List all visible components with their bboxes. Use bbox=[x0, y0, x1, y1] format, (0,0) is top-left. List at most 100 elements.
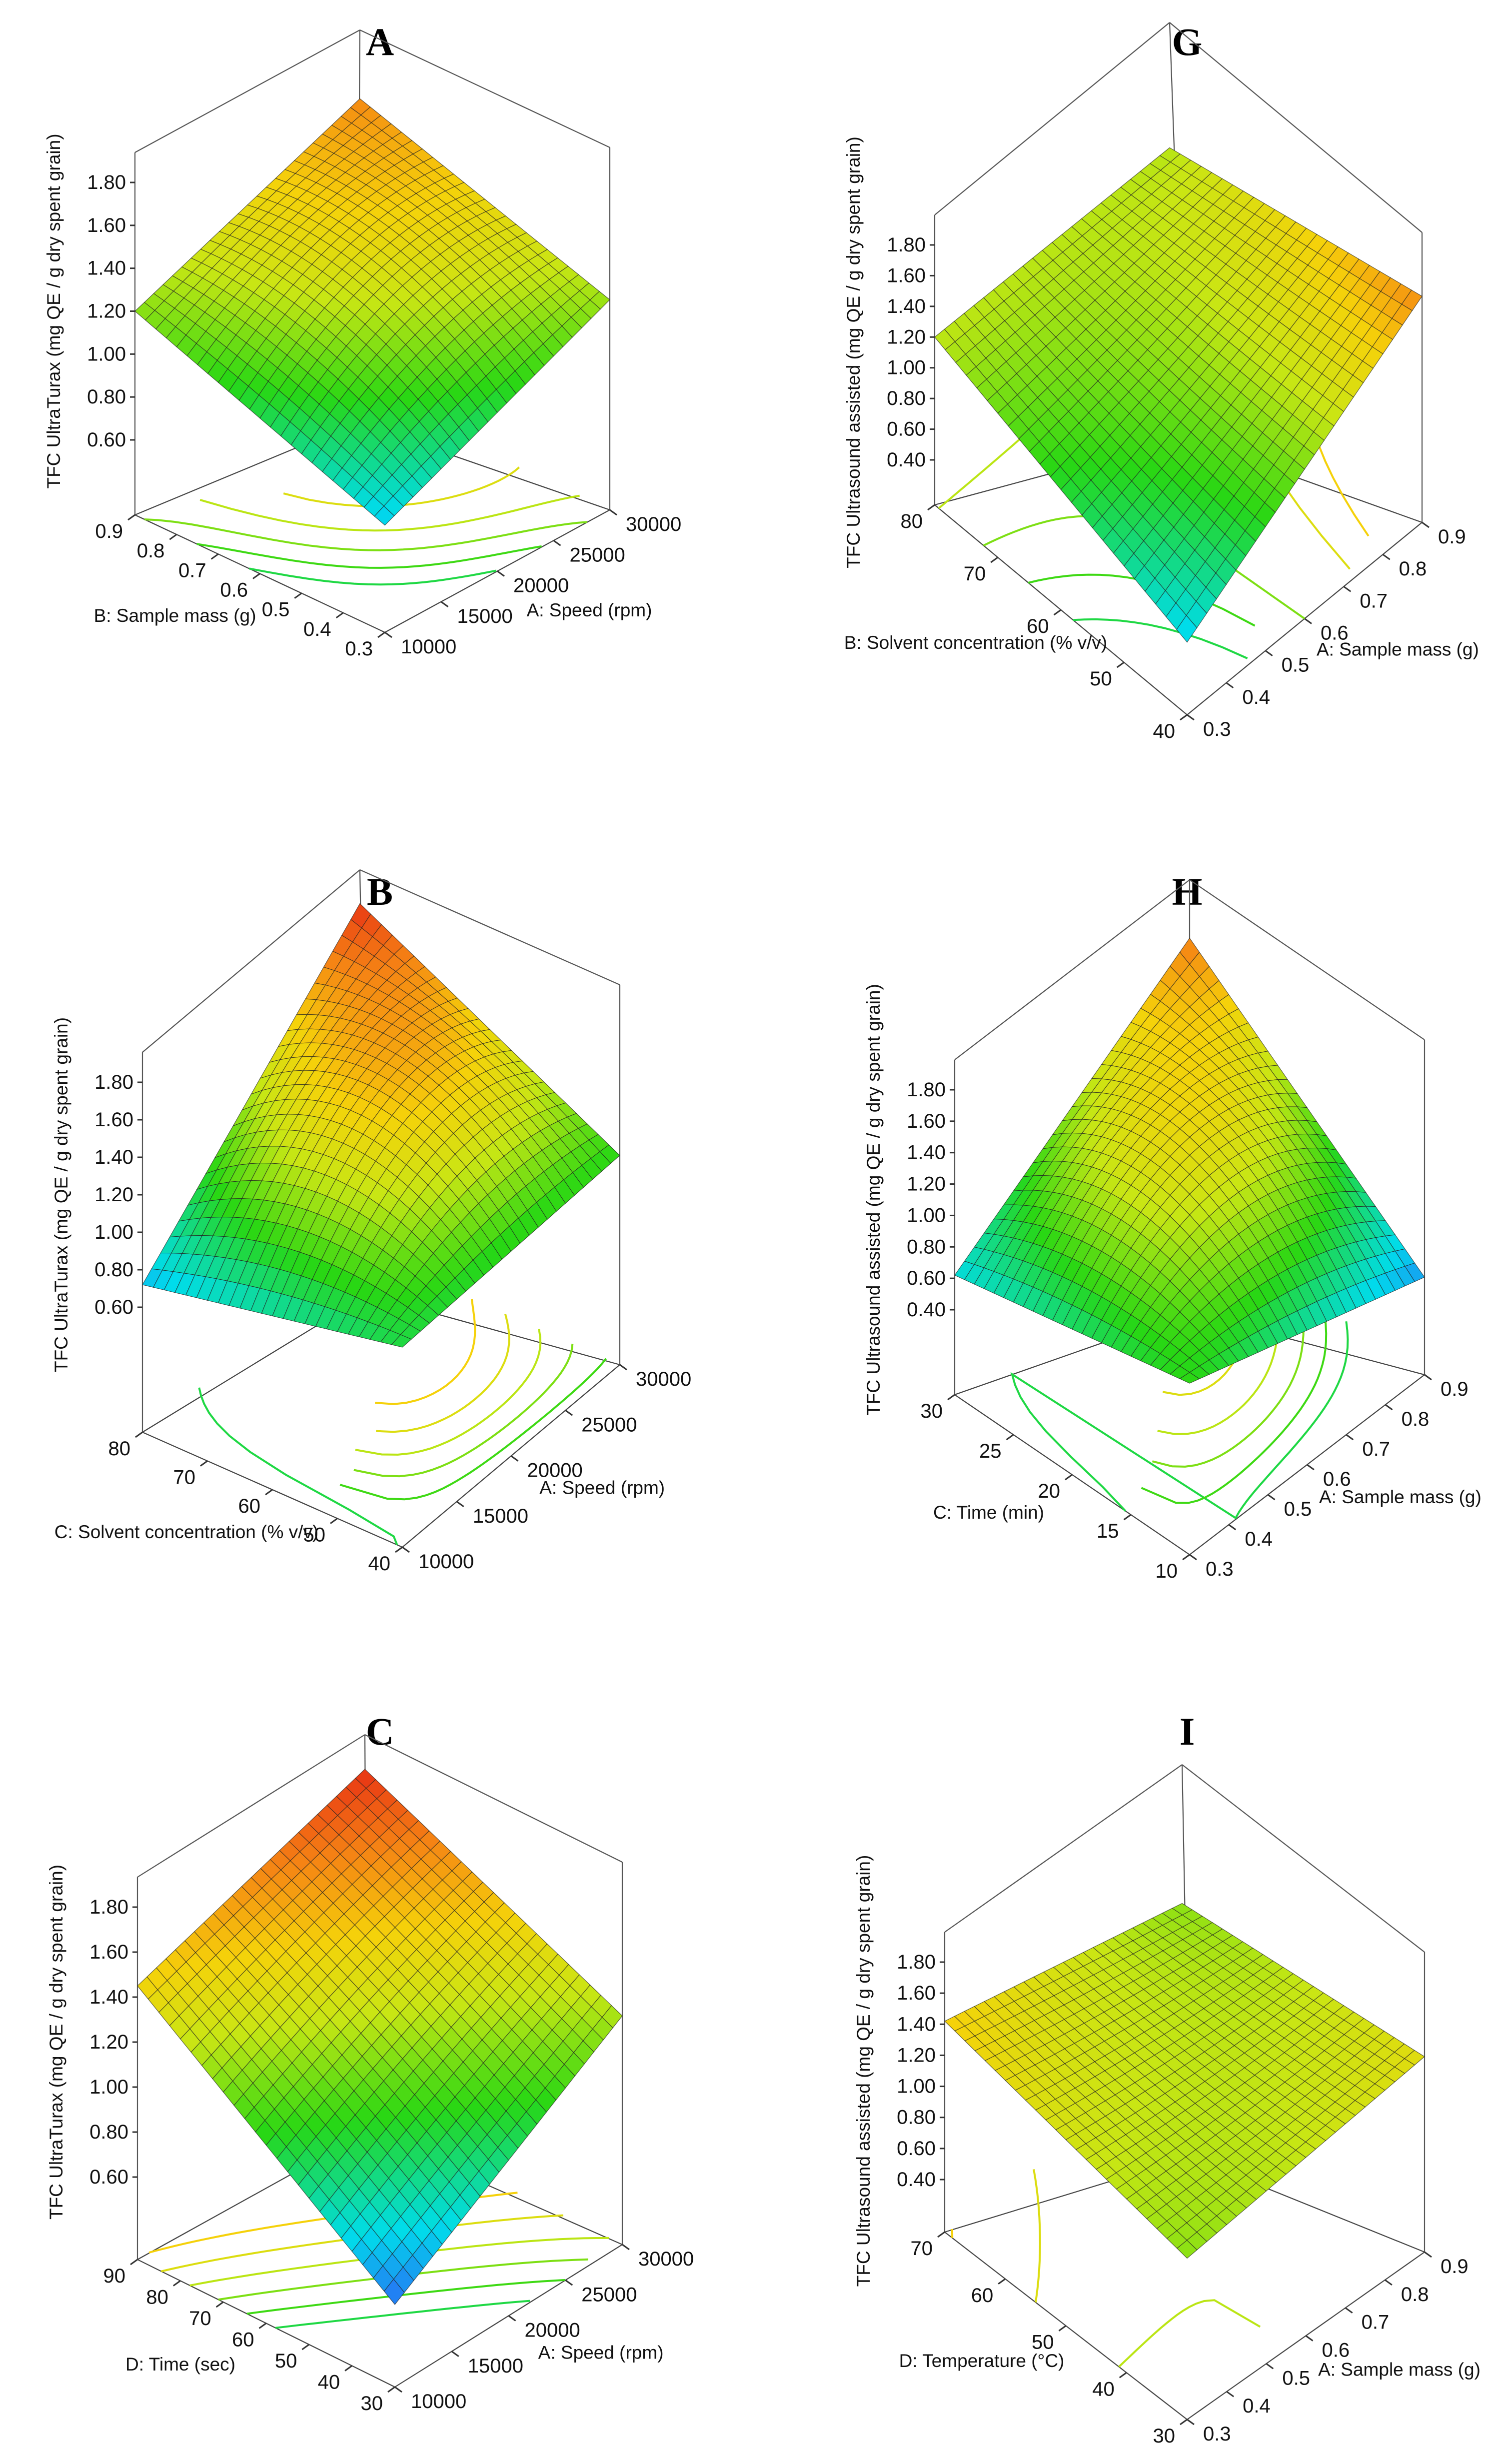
box-top-edge bbox=[359, 29, 610, 148]
left-axis-tick-mark bbox=[301, 2344, 310, 2351]
box-top-edge bbox=[364, 1734, 623, 1863]
right-axis-tick-label: 0.8 bbox=[1401, 2284, 1429, 2306]
surface-mesh bbox=[137, 1769, 623, 2305]
right-axis-tick-mark bbox=[1385, 1404, 1393, 1411]
left-axis-tick-mark bbox=[169, 533, 177, 540]
z-tick-label: 1.40 bbox=[887, 295, 926, 317]
right-axis-tick-label: 15000 bbox=[468, 2355, 523, 2377]
z-tick-label: 1.20 bbox=[887, 326, 926, 348]
left-axis-tick-label: 40 bbox=[318, 2372, 340, 2394]
contour-line bbox=[1152, 1290, 1305, 1468]
left-axis-tick-mark bbox=[200, 1460, 208, 1467]
right-axis-tick-mark bbox=[497, 570, 505, 577]
z-tick-label: 1.40 bbox=[94, 1146, 133, 1168]
right-axis-tick-label: 0.9 bbox=[1438, 526, 1466, 548]
right-axis-tick-label: 0.5 bbox=[1282, 2367, 1310, 2389]
left-axis-tick-label: 90 bbox=[103, 2265, 126, 2287]
box-top-edge bbox=[1189, 879, 1425, 1040]
right-axis-tick-mark bbox=[1305, 2335, 1314, 2342]
right-axis-label: A: Sample mass (g) bbox=[1318, 2359, 1481, 2380]
right-axis-tick-label: 0.8 bbox=[1399, 558, 1427, 580]
right-axis-tick-mark bbox=[1187, 714, 1195, 721]
right-axis-tick-label: 20000 bbox=[525, 2320, 580, 2342]
contour-line bbox=[353, 1343, 574, 1478]
z-tick-label: 0.80 bbox=[907, 1236, 946, 1258]
left-axis-tick-mark bbox=[387, 2386, 395, 2393]
chart-panel-g: G 1.80 1.60 1.40 1.20 1.00 0.80 0.60 0.40 TFC Ult… bbox=[843, 20, 1479, 742]
z-tick-label: 1.00 bbox=[87, 343, 126, 365]
left-axis-tick-mark bbox=[130, 2259, 138, 2266]
panel-letter-c: C bbox=[366, 1710, 394, 1753]
z-tick-label: 1.00 bbox=[94, 1221, 133, 1243]
right-axis-tick-label: 0.4 bbox=[1243, 2395, 1271, 2417]
z-tick-label: 1.80 bbox=[89, 1896, 128, 1918]
z-axis-label: TFC Ultrasound assisted (mg QE / g dry s… bbox=[863, 984, 884, 1416]
left-axis-tick-mark bbox=[377, 631, 385, 638]
right-axis-tick-mark bbox=[1382, 553, 1391, 560]
left-axis-tick-label: 40 bbox=[1153, 720, 1176, 742]
left-axis-tick-mark bbox=[135, 1431, 143, 1438]
right-axis-tick-mark bbox=[384, 631, 392, 638]
z-tick-label: 1.20 bbox=[87, 300, 126, 322]
right-axis-tick-label: 0.7 bbox=[1360, 590, 1388, 612]
left-axis-tick-mark bbox=[1123, 1514, 1132, 1521]
z-axis-label: TFC UltraTurax (mg QE / g dry spent grai… bbox=[51, 1017, 71, 1372]
z-axis-label: TFC UltraTurax (mg QE / g dry spent grai… bbox=[46, 1865, 66, 2220]
left-axis-tick-label: 30 bbox=[1153, 2425, 1176, 2447]
left-axis-tick-label: 0.7 bbox=[178, 559, 206, 581]
right-axis-tick-mark bbox=[1424, 1374, 1432, 1381]
surface-mesh bbox=[944, 1903, 1425, 2259]
left-axis-tick-mark bbox=[344, 2365, 353, 2372]
z-tick-label: 0.80 bbox=[87, 386, 126, 408]
left-axis-label: D: Temperature (°C) bbox=[899, 2351, 1065, 2371]
contour-line bbox=[1141, 1306, 1328, 1504]
left-axis-tick-mark bbox=[252, 573, 260, 579]
right-axis-tick-mark bbox=[1226, 682, 1234, 689]
z-tick-label: 0.40 bbox=[887, 449, 926, 471]
box-top-edge bbox=[1169, 22, 1423, 233]
right-axis-tick-label: 15000 bbox=[473, 1505, 528, 1527]
left-axis-tick-mark bbox=[215, 2301, 224, 2308]
left-axis-tick-mark bbox=[998, 2278, 1006, 2285]
right-axis-tick-label: 0.9 bbox=[1441, 2256, 1469, 2278]
left-axis-tick-mark bbox=[258, 2323, 267, 2329]
z-tick-label: 0.60 bbox=[887, 418, 926, 440]
surface-mesh bbox=[134, 98, 610, 526]
left-axis-tick-label: 40 bbox=[368, 1553, 391, 1575]
surface-cell bbox=[383, 2279, 405, 2305]
left-axis-tick-label: 60 bbox=[238, 1495, 261, 1517]
surface-cell bbox=[374, 505, 395, 526]
z-tick-label: 1.60 bbox=[897, 1982, 936, 2004]
z-tick-label: 1.40 bbox=[897, 2013, 936, 2035]
right-axis-tick-label: 30000 bbox=[636, 1368, 691, 1390]
z-tick-label: 1.00 bbox=[89, 2076, 128, 2098]
right-axis-tick-label: 10000 bbox=[401, 636, 456, 658]
right-axis-tick-label: 25000 bbox=[581, 1414, 637, 1436]
left-axis-label: B: Solvent concentration (% v/v) bbox=[844, 632, 1107, 653]
left-axis-tick-mark bbox=[937, 2231, 945, 2238]
right-axis-tick-mark bbox=[508, 2315, 516, 2322]
z-tick-label: 0.60 bbox=[907, 1267, 946, 1289]
z-tick-label: 0.60 bbox=[897, 2138, 936, 2160]
z-tick-label: 1.00 bbox=[897, 2076, 936, 2098]
chart-panel-h: H 1.80 1.60 1.40 1.20 1.00 0.80 0.60 0.40 TFC Ult… bbox=[863, 870, 1482, 1582]
z-tick-label: 0.40 bbox=[897, 2169, 936, 2191]
left-axis-tick-mark bbox=[1053, 609, 1062, 616]
left-axis-tick-label: 70 bbox=[173, 1467, 196, 1489]
panel-letter-a: A bbox=[366, 20, 394, 63]
left-axis-tick-mark bbox=[335, 612, 344, 619]
contour-line bbox=[275, 2300, 530, 2329]
right-axis-tick-label: 30000 bbox=[626, 513, 681, 535]
z-tick-label: 1.20 bbox=[897, 2044, 936, 2066]
left-axis-tick-mark bbox=[172, 2280, 181, 2287]
left-axis-tick-mark bbox=[294, 592, 302, 599]
right-axis-tick-label: 0.5 bbox=[1282, 654, 1310, 676]
z-tick-label: 1.80 bbox=[887, 234, 926, 256]
right-axis-tick-mark bbox=[1266, 2363, 1274, 2370]
right-axis-tick-mark bbox=[1343, 586, 1352, 592]
z-tick-label: 1.20 bbox=[89, 2031, 128, 2053]
left-axis-tick-label: 60 bbox=[1027, 615, 1049, 637]
contour-line bbox=[1073, 618, 1248, 659]
right-axis-label: A: Sample mass (g) bbox=[1317, 639, 1479, 659]
